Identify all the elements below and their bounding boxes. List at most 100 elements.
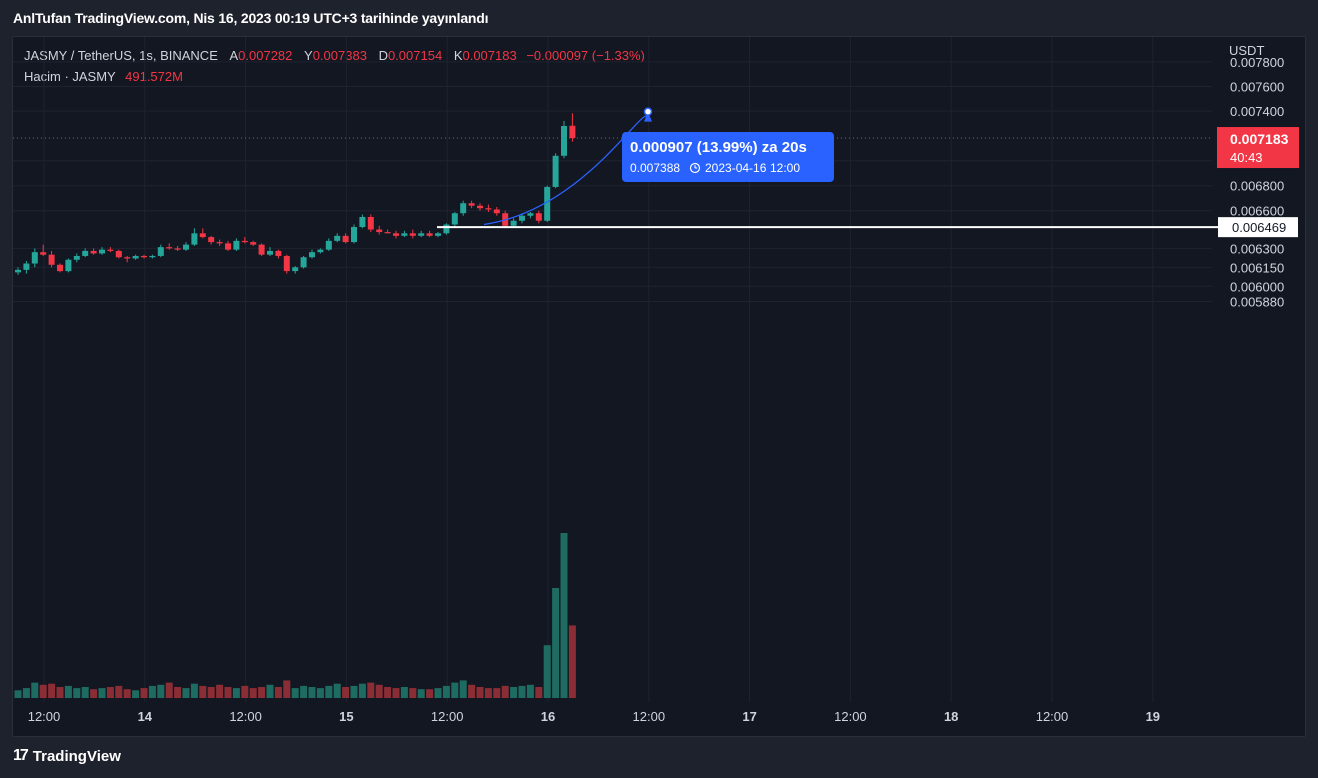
- time-axis[interactable]: 12:00 14 12:00 15 12:00 16 12:00 17 12:00 18 12:00…: [28, 709, 1160, 724]
- candle-body: [15, 269, 21, 273]
- volume-bar: [232, 688, 240, 698]
- candle-body: [149, 255, 156, 258]
- candle-body: [519, 215, 525, 221]
- volume-bar: [64, 685, 72, 698]
- volume-bar: [115, 685, 123, 698]
- projection-curve[interactable]: [483, 115, 649, 226]
- candle-body: [351, 227, 357, 243]
- candle-body: [510, 220, 517, 226]
- chart-legend: JASMY / TetherUS, 1s, BINANCE A0.007282 …: [24, 45, 645, 87]
- volume-bar: [484, 688, 492, 698]
- chart-panel[interactable]: [12, 36, 1306, 737]
- volume-bar: [283, 680, 291, 698]
- candle-body: [569, 125, 576, 139]
- volume-bar: [442, 685, 450, 698]
- volume-bar: [39, 684, 47, 698]
- projection-handle[interactable]: [643, 107, 653, 116]
- candle-body: [384, 232, 391, 234]
- volume-bar: [207, 687, 215, 698]
- volume-bar: [526, 684, 534, 698]
- volume-bar: [543, 645, 551, 698]
- volume-bar: [258, 687, 266, 698]
- volume-label[interactable]: Hacim · JASMY: [24, 69, 116, 84]
- volume-bar: [81, 687, 89, 698]
- candle-body: [292, 267, 299, 272]
- horizontal-line-badge: 0.006469: [1218, 217, 1298, 238]
- candle-body: [317, 249, 324, 253]
- time-tick-label: 12:00: [229, 709, 262, 724]
- projection-target: 0.007388: [630, 161, 680, 175]
- volume-bar: [333, 683, 341, 698]
- volume-bar: [56, 687, 64, 698]
- volume-bar: [518, 685, 526, 698]
- volume-bar: [476, 687, 484, 698]
- time-tick-label: 12:00: [1036, 709, 1069, 724]
- volume-bar: [510, 687, 518, 698]
- volume-bar: [140, 688, 148, 698]
- time-tick-label: 12:00: [633, 709, 666, 724]
- volume-bar: [451, 682, 459, 698]
- candle-body: [418, 233, 425, 236]
- volume-bar: [73, 688, 81, 698]
- symbol-label[interactable]: JASMY / TetherUS, 1s, BINANCE: [24, 48, 218, 63]
- time-tick-label: 16: [541, 709, 555, 724]
- candle-body: [325, 240, 332, 250]
- volume-bar: [165, 682, 173, 698]
- volume-bar: [468, 684, 476, 698]
- candle-body: [342, 235, 349, 243]
- volume-bar: [409, 688, 417, 698]
- volume-bar: [182, 688, 190, 698]
- volume-bar: [106, 687, 114, 698]
- candle-body: [40, 252, 47, 255]
- candle-body: [183, 244, 189, 250]
- tradingview-logo-icon: 17: [13, 747, 29, 764]
- volume-bars: [14, 533, 576, 698]
- volume-bar: [367, 682, 375, 698]
- price-tick-label: 0.006800: [1230, 179, 1284, 194]
- volume-bar: [48, 683, 56, 698]
- projection-time: 12:00: [770, 161, 800, 175]
- candle-body: [107, 249, 114, 251]
- horizontal-line-box: [1218, 217, 1298, 238]
- volume-bar: [358, 683, 366, 698]
- price-tick-label: 0.006600: [1230, 204, 1284, 219]
- candle-body: [552, 155, 559, 187]
- candle-body: [527, 213, 534, 216]
- projection-arrow-icon: [644, 111, 652, 122]
- candle-body: [283, 255, 290, 272]
- candlesticks: [15, 113, 576, 275]
- volume-bar: [22, 688, 30, 698]
- volume-bar: [291, 688, 299, 698]
- high-value: 0.007383: [312, 48, 367, 63]
- candle-body: [267, 250, 273, 255]
- candle-body: [225, 243, 231, 250]
- price-tick-label: 0.007600: [1230, 79, 1284, 94]
- volume-row: Hacim · JASMY 491.572M: [24, 66, 645, 87]
- volume-bar: [392, 688, 400, 698]
- price-axis[interactable]: 0.0078000.0076000.0074000.0070000.006800…: [1230, 55, 1284, 310]
- volume-bar: [123, 689, 131, 698]
- volume-bar: [14, 690, 22, 698]
- volume-bar: [384, 687, 392, 698]
- volume-bar: [501, 685, 509, 698]
- candle-body: [132, 255, 139, 259]
- tradingview-logo[interactable]: 17 TradingView: [13, 747, 121, 765]
- low-value: 0.007154: [387, 48, 443, 63]
- candle-body: [468, 203, 475, 206]
- volume-bar: [426, 689, 434, 698]
- candle-body: [435, 233, 441, 236]
- candle-body: [309, 252, 315, 258]
- close-label: K: [453, 48, 463, 63]
- candle-body: [23, 263, 30, 270]
- volume-bar: [157, 684, 165, 698]
- price-tick-label: 0.007400: [1230, 104, 1284, 119]
- candle-body: [451, 213, 458, 225]
- price-tick-label: 0.006300: [1230, 241, 1284, 256]
- volume-bar: [493, 688, 501, 698]
- volume-bar: [417, 689, 425, 698]
- last-price-box: [1217, 127, 1299, 169]
- candle-body: [493, 209, 500, 214]
- countdown-value: 40:43: [1230, 150, 1263, 165]
- price-tick-label: 0.005880: [1230, 294, 1284, 309]
